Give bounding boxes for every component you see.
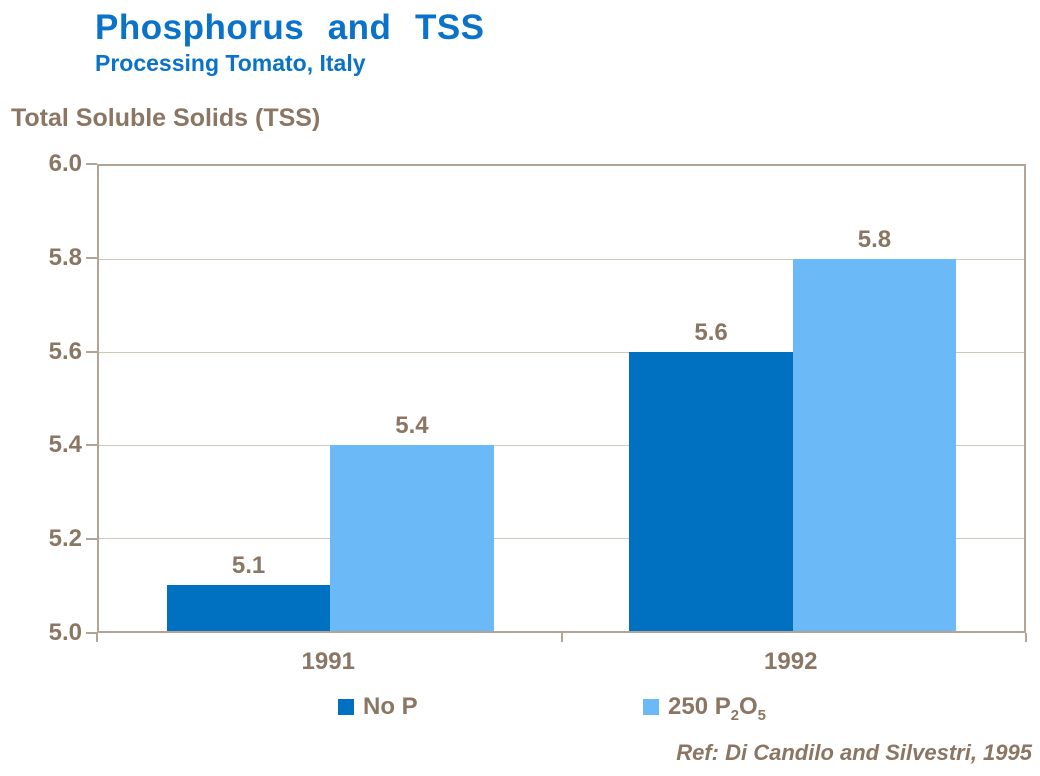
y-tick-label: 6.0 [48, 150, 82, 177]
legend-label-text: 250 P [668, 693, 731, 720]
plot-area: 5.1 5.4 5.6 5.8 [97, 164, 1026, 633]
y-tick-mark [86, 632, 97, 634]
y-tick-label: 5.4 [48, 431, 82, 459]
legend-label-subscript: 2 [730, 707, 739, 724]
legend-label-no-p: No P [363, 693, 418, 721]
gridline [99, 259, 1024, 260]
y-tick-marks [86, 163, 97, 634]
x-axis-label-1991: 1991 [301, 648, 355, 675]
y-tick-mark [86, 163, 97, 165]
y-tick-mark [86, 538, 97, 541]
y-tick-mark [86, 444, 97, 447]
legend-item-no-p: No P [338, 691, 418, 723]
reference-text: Ref: Di Candilo and Silvestri, 1995 [676, 740, 1032, 765]
legend-label-text: No P [363, 693, 418, 720]
y-axis-labels: 6.0 5.8 5.6 5.4 5.2 5.0 [0, 150, 82, 646]
bar-value-label-1992-250-p2o5: 5.8 [857, 226, 892, 253]
legend-label-250-p2o5: 250 P2O5 [668, 693, 766, 724]
page-title: Phosphorus and TSS [95, 8, 485, 47]
legend-label-text: O [739, 693, 758, 720]
y-tick-mark [86, 256, 97, 259]
y-tick-label: 5.6 [48, 337, 82, 365]
x-axis-labels: 1991 1992 [97, 648, 1026, 678]
x-tick-mark [560, 633, 563, 642]
y-tick-label: 5.0 [48, 619, 82, 646]
legend-item-250-p2o5: 250 P2O5 [643, 691, 766, 723]
bar-1991-250-p2o5 [330, 445, 494, 631]
gridline [99, 445, 1024, 446]
bar-1992-no-p [629, 352, 793, 631]
y-tick-mark [86, 350, 97, 353]
y-tick-label: 5.8 [48, 243, 82, 271]
page-subtitle: Processing Tomato, Italy [95, 50, 366, 76]
gridline [99, 538, 1024, 539]
x-tick-mark [96, 633, 98, 642]
legend-swatch-250-p2o5 [643, 699, 659, 715]
y-tick-label: 5.2 [48, 525, 82, 553]
gridline [99, 352, 1024, 353]
bar-value-label-1992-no-p: 5.6 [694, 319, 728, 346]
legend-swatch-no-p [338, 699, 354, 715]
bar-value-label-1991-250-p2o5: 5.4 [395, 412, 429, 439]
legend-label-subscript: 5 [757, 707, 766, 724]
x-tick-marks [96, 633, 1027, 643]
x-axis-label-1992: 1992 [764, 648, 818, 675]
y-axis-title: Total Soluble Solids (TSS) [11, 104, 321, 132]
bar-1992-250-p2o5 [792, 259, 957, 631]
bar-1991-no-p [166, 584, 331, 631]
bar-value-label-1991-no-p: 5.1 [231, 551, 266, 579]
legend: No P 250 P2O5 [0, 691, 1040, 723]
x-tick-mark [1025, 633, 1027, 642]
